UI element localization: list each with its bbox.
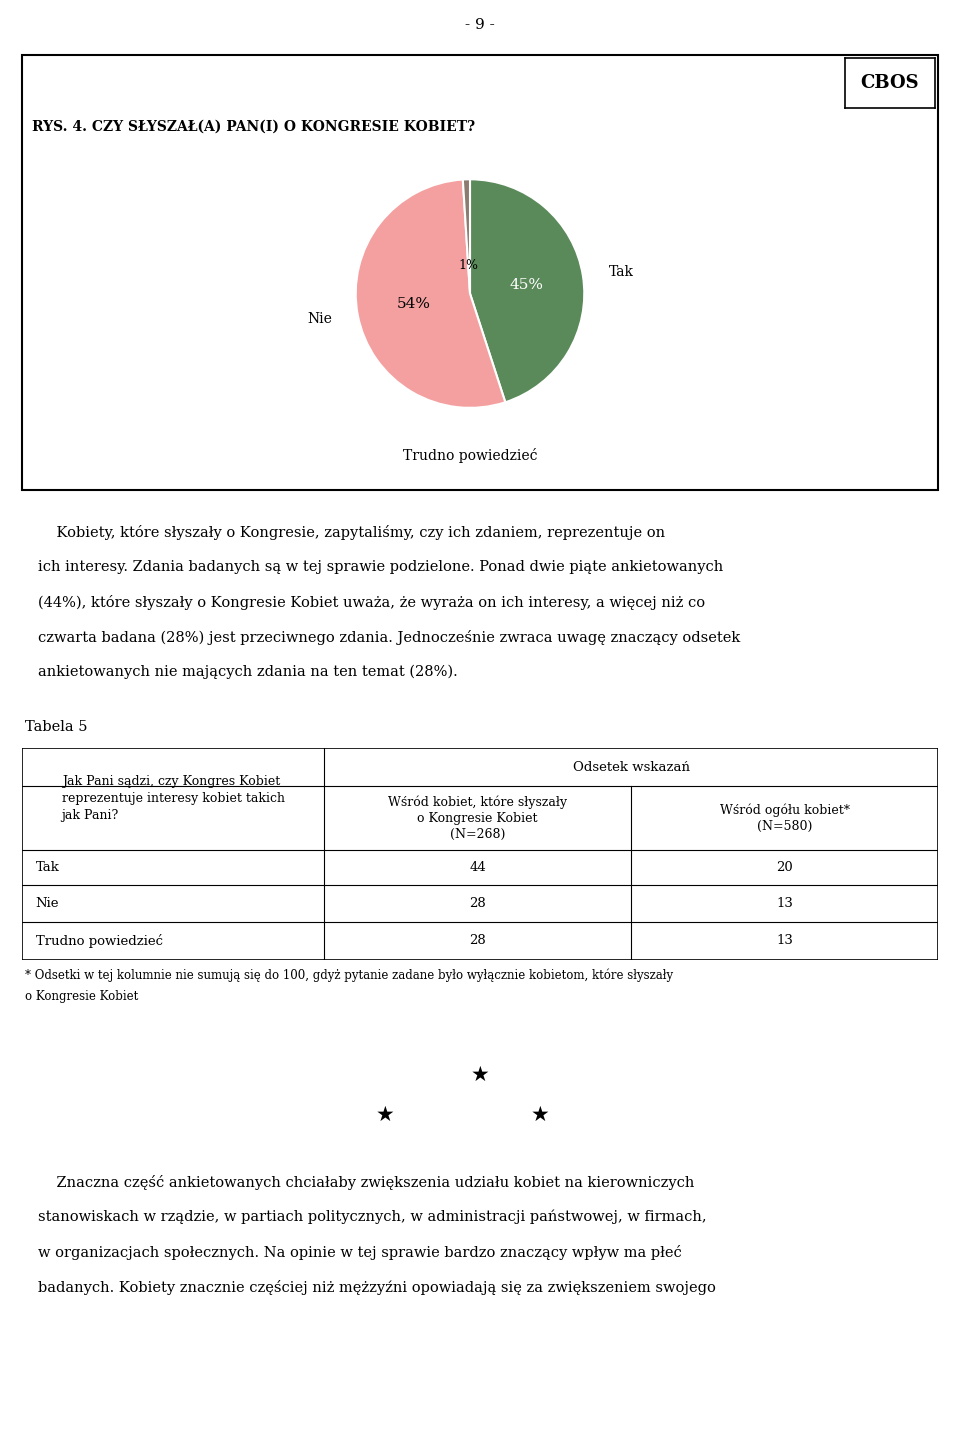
Text: CBOS: CBOS: [861, 74, 920, 93]
Text: 20: 20: [777, 860, 793, 873]
Text: ★: ★: [470, 1064, 490, 1085]
Text: 13: 13: [776, 896, 793, 909]
Text: Znaczna część ankietowanych chciałaby zwiększenia udziału kobiet na kierowniczyc: Znaczna część ankietowanych chciałaby zw…: [38, 1174, 694, 1190]
Text: 28: 28: [469, 934, 486, 947]
Text: 45%: 45%: [510, 278, 543, 291]
Text: Tak: Tak: [36, 860, 60, 873]
Text: 44: 44: [469, 860, 486, 873]
Text: 54%: 54%: [396, 297, 431, 311]
Text: Kobiety, które słyszały o Kongresie, zapytaliśmy, czy ich zdaniem, reprezentuje : Kobiety, które słyszały o Kongresie, zap…: [38, 526, 665, 540]
Text: 13: 13: [776, 934, 793, 947]
Text: 28: 28: [469, 896, 486, 909]
Wedge shape: [463, 180, 470, 294]
Text: ich interesy. Zdania badanych są w tej sprawie podzielone. Ponad dwie piąte anki: ich interesy. Zdania badanych są w tej s…: [38, 560, 723, 573]
Text: Wśród kobiet, które słyszały
o Kongresie Kobiet
(N=268): Wśród kobiet, które słyszały o Kongresie…: [388, 795, 567, 841]
Text: Trudno powiedzieć: Trudno powiedzieć: [36, 934, 163, 948]
Text: * Odsetki w tej kolumnie nie sumują się do 100, gdyż pytanie zadane było wyłączn: * Odsetki w tej kolumnie nie sumują się …: [25, 969, 673, 982]
Text: (44%), które słyszały o Kongresie Kobiet uważa, że wyraża on ich interesy, a wię: (44%), które słyszały o Kongresie Kobiet…: [38, 595, 706, 610]
Text: Odsetek wskazań: Odsetek wskazań: [573, 760, 689, 773]
Text: RYS. 4. CZY SŁYSZAŁ(A) PAN(I) O KONGRESIE KOBIET?: RYS. 4. CZY SŁYSZAŁ(A) PAN(I) O KONGRESI…: [32, 120, 475, 135]
Text: ★: ★: [531, 1105, 549, 1125]
Text: Jak Pani sądzi, czy Kongres Kobiet
reprezentuje interesy kobiet takich
jak Pani?: Jak Pani sądzi, czy Kongres Kobiet repre…: [61, 775, 284, 822]
Text: ankietowanych nie mających zdania na ten temat (28%).: ankietowanych nie mających zdania na ten…: [38, 665, 458, 679]
Wedge shape: [470, 180, 585, 403]
Text: Tabela 5: Tabela 5: [25, 720, 87, 734]
Text: stanowiskach w rządzie, w partiach politycznych, w administracji państwowej, w f: stanowiskach w rządzie, w partiach polit…: [38, 1211, 707, 1225]
Text: Nie: Nie: [307, 311, 332, 326]
Wedge shape: [356, 180, 505, 408]
Text: o Kongresie Kobiet: o Kongresie Kobiet: [25, 990, 138, 1003]
Text: badanych. Kobiety znacznie częściej niż mężzyźni opowiadają się za zwiększeniem : badanych. Kobiety znacznie częściej niż …: [38, 1280, 716, 1295]
Text: - 9 -: - 9 -: [466, 17, 494, 32]
Text: ★: ★: [375, 1105, 395, 1125]
Text: Wśród ogółu kobiet*
(N=580): Wśród ogółu kobiet* (N=580): [720, 804, 850, 833]
Text: 1%: 1%: [459, 259, 479, 272]
Text: w organizacjach społecznych. Na opinie w tej sprawie bardzo znaczący wpływ ma pł: w organizacjach społecznych. Na opinie w…: [38, 1245, 682, 1260]
Text: Nie: Nie: [36, 896, 60, 909]
Text: czwarta badana (28%) jest przeciwnego zdania. Jednocześnie zwraca uwagę znaczący: czwarta badana (28%) jest przeciwnego zd…: [38, 630, 740, 644]
Text: Tak: Tak: [609, 265, 634, 279]
Text: Trudno powiedzieć: Trudno powiedzieć: [403, 447, 538, 463]
